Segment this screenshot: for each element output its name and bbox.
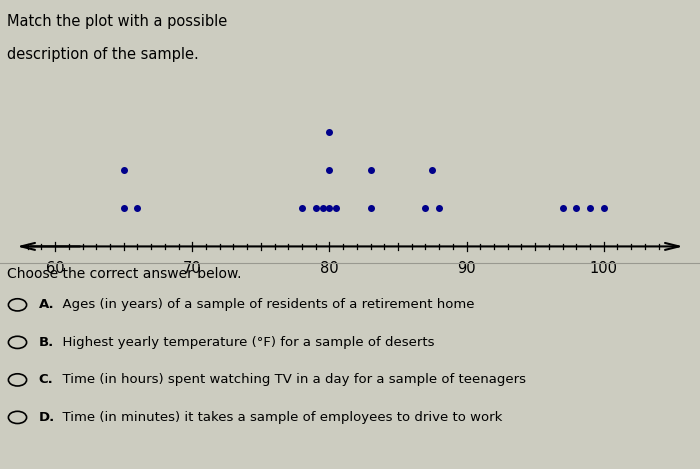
Text: C.: C.: [38, 373, 53, 386]
Text: Choose the correct answer below.: Choose the correct answer below.: [7, 267, 241, 281]
Text: Ages (in years) of a sample of residents of a retirement home: Ages (in years) of a sample of residents…: [54, 298, 475, 311]
Text: description of the sample.: description of the sample.: [7, 47, 199, 62]
Text: A.: A.: [38, 298, 54, 311]
Text: 90: 90: [457, 261, 476, 276]
Text: 80: 80: [320, 261, 339, 276]
Text: D.: D.: [38, 411, 55, 424]
Text: 70: 70: [183, 261, 202, 276]
Text: 100: 100: [589, 261, 617, 276]
Text: B.: B.: [38, 336, 54, 349]
Text: Highest yearly temperature (°F) for a sample of deserts: Highest yearly temperature (°F) for a sa…: [54, 336, 435, 349]
Text: Match the plot with a possible: Match the plot with a possible: [7, 14, 228, 29]
Text: Time (in hours) spent watching TV in a day for a sample of teenagers: Time (in hours) spent watching TV in a d…: [54, 373, 526, 386]
Text: Time (in minutes) it takes a sample of employees to drive to work: Time (in minutes) it takes a sample of e…: [54, 411, 503, 424]
Text: 60: 60: [46, 261, 64, 276]
